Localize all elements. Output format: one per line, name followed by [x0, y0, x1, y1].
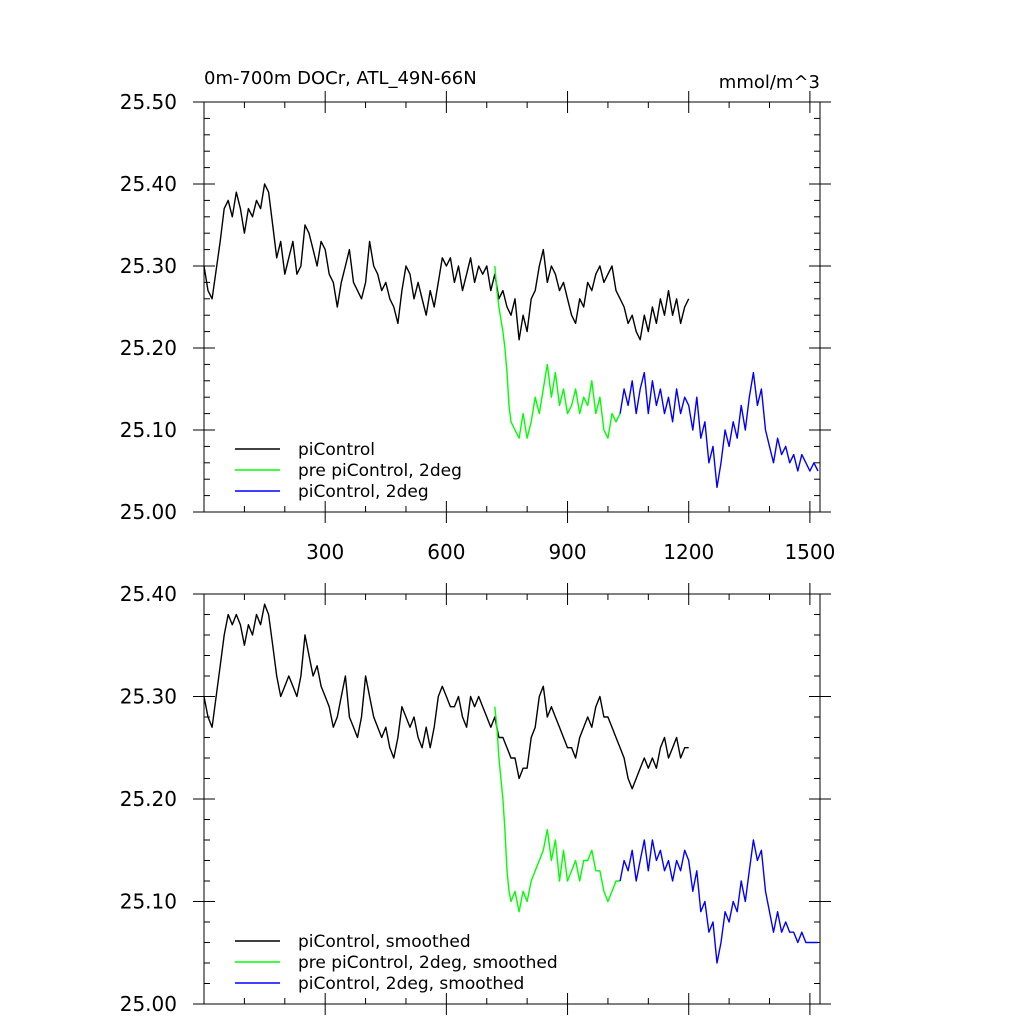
bottom-panel: 25.00 25.10 25.20 25.30 25.40 piControl, smoo… — [120, 582, 831, 1016]
series-line-2 — [619, 371, 819, 489]
y-tick-label: 25.00 — [120, 500, 177, 524]
y-tick-label: 25.20 — [120, 336, 177, 360]
y-tick-label: 25.40 — [120, 582, 177, 606]
x-tick-label: 900 — [548, 540, 586, 564]
legend-label: piControl, smoothed — [298, 932, 471, 952]
x-tick-label: 300 — [306, 540, 344, 564]
x-tick-label: 1200 — [663, 540, 714, 564]
units-label: mmol/m^3 — [719, 72, 820, 93]
y-tick-label: 25.30 — [120, 685, 177, 709]
chart-title: 0m-700m DOCr, ATL_49N-66N — [204, 68, 477, 89]
series-line-1 — [494, 265, 621, 439]
legend-label: pre piControl, 2deg, smoothed — [298, 953, 558, 973]
top-panel: 300 600 900 1200 1500 25.00 25.10 25.20 25.30 25.… — [120, 90, 836, 564]
plot-frame — [203, 593, 821, 1005]
series-line-1 — [494, 706, 621, 913]
y-tick-label: 25.10 — [120, 418, 177, 442]
y-tick-label: 25.50 — [120, 90, 177, 114]
legend-label: piControl, 2deg — [298, 482, 429, 502]
y-tick-label: 25.00 — [120, 992, 177, 1016]
y-tick-label: 25.10 — [120, 890, 177, 914]
legend-label: piControl, 2deg, smoothed — [298, 974, 524, 994]
x-tick-label: 600 — [427, 540, 465, 564]
y-tick-label: 25.20 — [120, 787, 177, 811]
x-tick-label: 1500 — [784, 540, 835, 564]
series-line-0 — [203, 183, 690, 341]
series-line-0 — [203, 603, 689, 790]
legend-label: pre piControl, 2deg — [298, 461, 462, 481]
y-tick-label: 25.30 — [120, 254, 177, 278]
series-line-2 — [619, 839, 818, 964]
legend-label: piControl — [298, 440, 375, 460]
y-tick-label: 25.40 — [120, 172, 177, 196]
plot-frame — [203, 101, 821, 513]
